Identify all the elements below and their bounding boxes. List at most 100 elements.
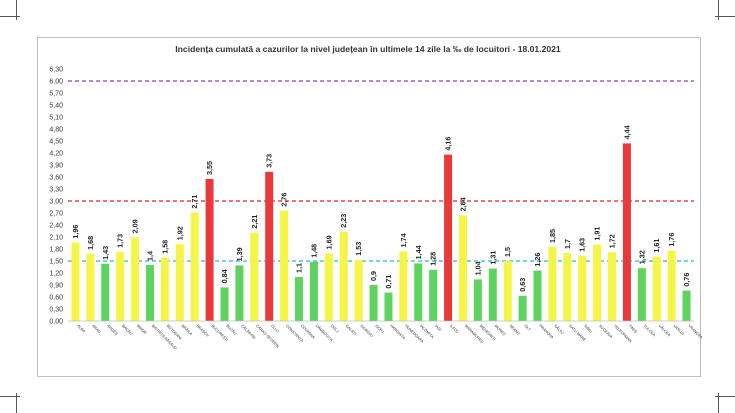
bar-value-label: 1,5	[503, 247, 512, 257]
y-tick-label: 2,40	[49, 223, 63, 230]
bar	[399, 251, 408, 321]
bars	[71, 143, 691, 321]
x-tick-label: DOLJ	[330, 324, 340, 334]
bar-value-label: 1,76	[667, 233, 676, 247]
y-tick-label: 3,30	[49, 187, 63, 194]
x-tick-label: ILFOV	[449, 324, 460, 335]
x-tick-label: VRANCEA	[687, 324, 703, 340]
bar	[652, 256, 661, 321]
bar-value-label: 2,71	[190, 195, 199, 209]
bar-value-label: 1,26	[533, 253, 542, 267]
bar	[622, 143, 631, 321]
bar-value-label: 1,72	[608, 234, 617, 248]
y-tick-label: 1,80	[49, 247, 63, 254]
bar-value-label: 1,96	[71, 225, 80, 239]
bar-value-label: 2,76	[280, 193, 289, 207]
bar	[637, 268, 646, 321]
y-tick-label: 6,30	[49, 67, 63, 74]
bar-value-label: 3,55	[205, 161, 214, 175]
y-tick-label: 5,70	[49, 91, 63, 98]
bar-value-label: 0,9	[369, 271, 378, 281]
bar-value-label: 1,7	[563, 239, 572, 249]
y-tick-label: 1,50	[49, 259, 63, 266]
bar-value-label: 2,23	[339, 214, 348, 228]
x-tick-label: BRĂILA	[181, 324, 194, 337]
bar	[488, 268, 497, 321]
x-tick-label: TIMIȘ	[628, 324, 638, 334]
x-tick-label: IAȘI	[434, 324, 442, 332]
bar-value-label: 2,21	[250, 215, 259, 229]
bar-value-label: 1,44	[414, 245, 423, 259]
bar	[295, 277, 304, 321]
bar	[145, 265, 154, 321]
bar-value-label: 1,48	[309, 244, 318, 258]
bar-value-label: 4,16	[444, 137, 453, 151]
crop-mark-bottom-right-v	[718, 393, 719, 413]
bar	[369, 285, 378, 321]
bar	[593, 244, 602, 321]
bar	[518, 295, 527, 321]
y-tick-label: 3,90	[49, 163, 63, 170]
bar-value-label: 1,31	[488, 251, 497, 265]
bar	[265, 171, 274, 321]
crop-mark-top-right-h	[715, 16, 735, 17]
y-tick-label: 0,90	[49, 283, 63, 290]
bar	[116, 251, 125, 321]
x-tick-label: MUREȘ	[494, 324, 507, 337]
y-tick-label: 4,50	[49, 139, 63, 146]
bar	[86, 253, 95, 321]
bar	[563, 253, 572, 321]
bar	[309, 261, 318, 321]
bar-value-label: 1,43	[101, 246, 110, 260]
bar-value-label: 1,32	[637, 250, 646, 264]
bar	[667, 250, 676, 321]
x-tick-label: BRAȘOV	[195, 324, 209, 338]
y-tick-label: 4,20	[49, 151, 63, 158]
bar-value-label: 0,63	[518, 278, 527, 292]
bar	[339, 231, 348, 321]
bar	[458, 215, 467, 321]
crop-mark-bottom-right-h	[715, 396, 735, 397]
bar	[473, 279, 482, 321]
bar	[235, 265, 244, 321]
bar-value-label: 1,53	[354, 242, 363, 256]
y-tick-label: 0,30	[49, 307, 63, 314]
bar-value-label: 1,85	[548, 229, 557, 243]
bar	[414, 263, 423, 321]
x-tick-label: SIBIU	[583, 324, 593, 334]
bar	[384, 292, 393, 321]
y-tick-label: 6,00	[49, 79, 63, 86]
bar	[71, 242, 80, 321]
bar-value-label: 0,71	[384, 275, 393, 289]
bar-value-label: 1,1	[295, 263, 304, 273]
x-tick-label: TULCEA	[643, 324, 657, 338]
chart-title: Incidența cumulată a cazurilor la nivel …	[175, 44, 561, 54]
y-tick-label: 3,60	[49, 175, 63, 182]
x-tick-label: OLT	[523, 324, 531, 332]
x-tick-label: VÂLCEA	[658, 323, 672, 337]
x-tick-label: SUCEAVA	[598, 324, 614, 340]
bar-value-label: 1,91	[593, 227, 602, 241]
bar	[682, 290, 691, 321]
bar	[324, 253, 333, 321]
y-tick-label: 4,80	[49, 127, 63, 134]
y-tick-label: 0,00	[49, 319, 63, 326]
x-tick-label: SĂLAJ	[553, 324, 564, 335]
y-tick-label: 0,60	[49, 295, 63, 302]
bar-value-label: 3,73	[265, 154, 274, 168]
bar-value-label: 1,92	[175, 226, 184, 240]
y-tick-label: 3,00	[49, 199, 63, 206]
x-tick-label: CLUJ	[270, 324, 280, 334]
bar	[503, 261, 512, 321]
y-axis: 0,00 0,30 0,60 0,90 1,20 1,50 1,80 2,10 2,40 2,70…	[49, 67, 63, 326]
bar	[280, 210, 289, 321]
reference-lines	[68, 80, 694, 262]
bar	[533, 270, 542, 321]
x-tick-label: GIURGIU	[359, 324, 373, 338]
bar	[160, 257, 169, 321]
x-axis: ALBA ARAD ARGEȘ BACĂU BIHOR BISTRIȚA NĂSĂUDBO…	[68, 320, 703, 351]
x-tick-label: BIHOR	[136, 324, 148, 336]
bar-value-label: 1,28	[429, 252, 438, 266]
y-tick-label: 5,40	[49, 103, 63, 110]
